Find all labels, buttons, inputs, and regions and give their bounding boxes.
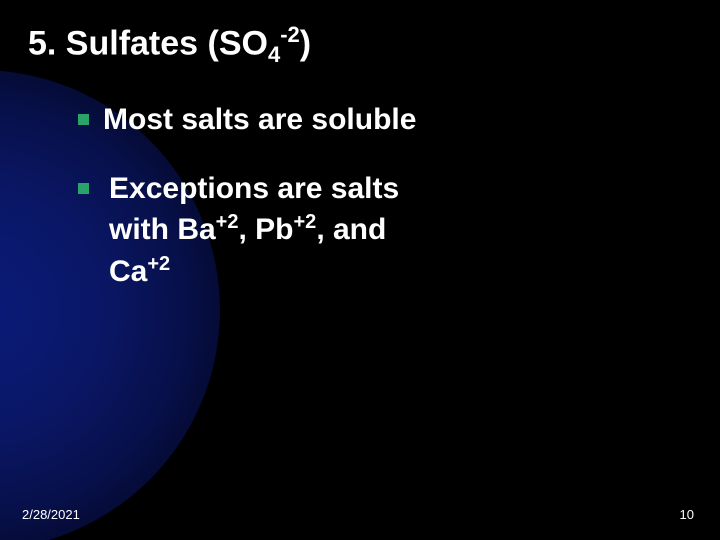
bullet-icon (78, 114, 89, 125)
title-subscript: 4 (268, 42, 280, 67)
title-suffix: ) (300, 24, 311, 62)
superscript: +2 (294, 211, 317, 233)
text-fragment: , and (316, 213, 386, 246)
text-fragment: Ca (109, 255, 147, 288)
bullet-text: Exceptions are salts with Ba+2, Pb+2, an… (103, 169, 660, 293)
superscript: +2 (147, 253, 170, 275)
text-fragment: , Pb (238, 213, 293, 246)
footer-date: 2/28/2021 (22, 507, 80, 522)
bullet-text: Most salts are soluble (103, 100, 660, 141)
title-prefix: 5. Sulfates (SO (28, 24, 268, 62)
slide-body: Most salts are soluble Exceptions are sa… (78, 100, 660, 320)
bullet-line: Ca+2 (103, 251, 660, 293)
title-superscript: -2 (280, 22, 300, 47)
bullet-item: Exceptions are salts with Ba+2, Pb+2, an… (78, 169, 660, 293)
slide-title: 5. Sulfates (SO4-2) (28, 22, 311, 68)
superscript: +2 (216, 211, 239, 233)
bullet-item: Most salts are soluble (78, 100, 660, 141)
bullet-line: with Ba+2, Pb+2, and (103, 209, 660, 251)
bullet-line: Exceptions are salts (103, 169, 660, 210)
footer-page-number: 10 (680, 507, 694, 522)
slide: 5. Sulfates (SO4-2) Most salts are solub… (0, 0, 720, 540)
bullet-icon (78, 183, 89, 194)
text-fragment: with Ba (109, 213, 216, 246)
